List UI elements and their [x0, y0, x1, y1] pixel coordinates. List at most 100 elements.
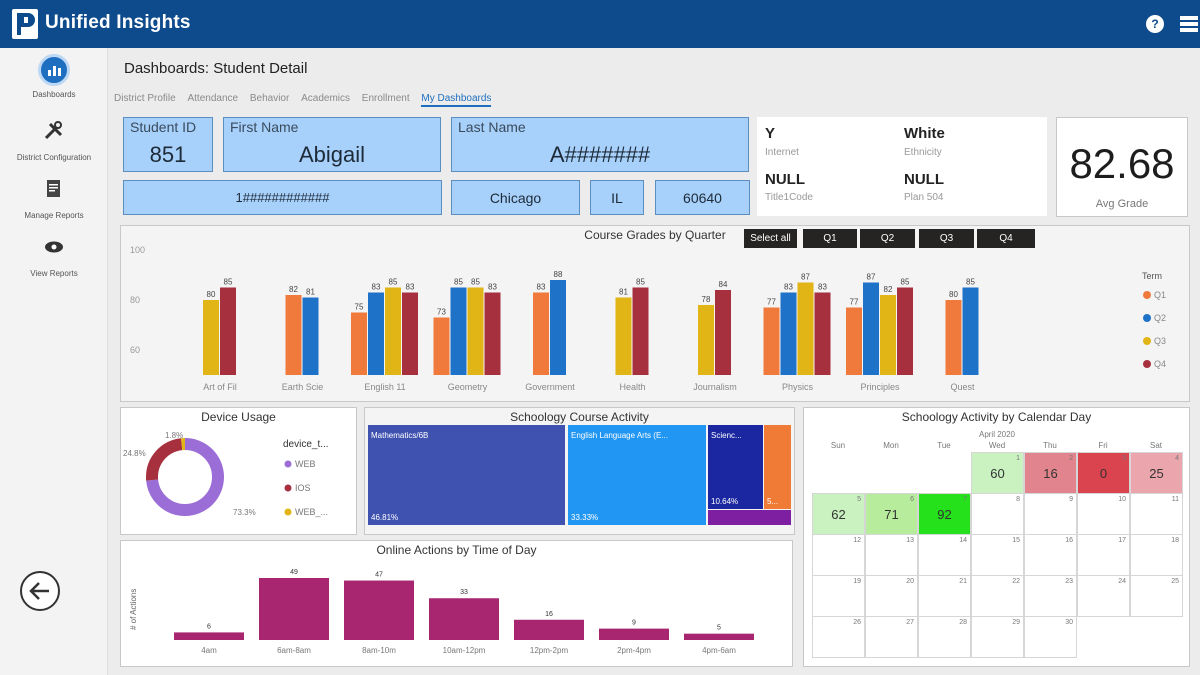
- q3-filter-button[interactable]: Q3: [919, 229, 974, 248]
- avg-grade-label: Avg Grade: [1095, 198, 1149, 210]
- legend-label: Q1: [1154, 290, 1166, 300]
- ethnicity-label: Ethnicity: [904, 147, 942, 158]
- course-tick-label: Geometry: [448, 382, 488, 392]
- action-bar: [514, 619, 584, 640]
- treemap-tile[interactable]: [708, 510, 791, 525]
- tab-attendance[interactable]: Attendance: [187, 93, 239, 104]
- calendar-day-number: 4: [1175, 455, 1179, 462]
- help-icon[interactable]: ?: [1146, 15, 1164, 33]
- select-all-button[interactable]: Select all: [744, 229, 797, 248]
- student-id-value: 851: [149, 142, 187, 167]
- calendar-day-number: 26: [853, 619, 861, 626]
- donut-data-label: 73.3%: [233, 508, 256, 517]
- legend-marker: [1143, 314, 1151, 322]
- donut-slice: [146, 438, 224, 516]
- course-activity-title: Schoology Course Activity: [510, 410, 649, 424]
- sidebar-label: View Reports: [30, 269, 78, 278]
- sidebar-item-manage-reports[interactable]: Manage Reports: [0, 176, 108, 220]
- calendar-day-cell[interactable]: 6 71: [865, 493, 918, 535]
- grade-data-label: 77: [767, 298, 776, 307]
- calendar-day-cell[interactable]: 27: [865, 616, 918, 658]
- course-grades-title: Course Grades by Quarter: [584, 228, 726, 242]
- grade-data-label: 87: [801, 273, 810, 282]
- legend-label: Q4: [1154, 359, 1166, 369]
- sidebar-item-dashboards[interactable]: Dashboards: [0, 54, 108, 99]
- sidebar-item-district-configuration[interactable]: District Configuration: [0, 118, 108, 162]
- address-tile: 1############: [123, 180, 442, 215]
- grade-data-label: 85: [389, 278, 398, 287]
- tab-academics[interactable]: Academics: [301, 93, 351, 104]
- treemap-tile[interactable]: 5...: [764, 425, 791, 509]
- sidebar-item-view-reports[interactable]: View Reports: [0, 234, 108, 278]
- calendar-day-cell[interactable]: 16: [1024, 534, 1077, 576]
- tab-district-profile[interactable]: District Profile: [114, 93, 176, 104]
- menu-icon[interactable]: [1180, 15, 1198, 33]
- calendar-day-cell[interactable]: 29: [971, 616, 1024, 658]
- back-button[interactable]: [20, 571, 60, 611]
- calendar-day-number: 8: [1016, 496, 1020, 503]
- grade-bar: [351, 312, 367, 375]
- calendar-day-cell[interactable]: 30: [1024, 616, 1077, 658]
- course-tick-label: Health: [619, 382, 645, 392]
- q1-filter-button[interactable]: Q1: [803, 229, 857, 248]
- last-name-value: A#######: [549, 142, 651, 167]
- treemap-percent: 33.33%: [571, 513, 599, 522]
- calendar-day-cell[interactable]: 9: [1024, 493, 1077, 535]
- grade-bar: [797, 282, 814, 375]
- time-tick-label: 2pm-4pm: [617, 646, 651, 655]
- grade-data-label: 85: [454, 278, 463, 287]
- calendar-day-number: 13: [906, 537, 914, 544]
- tab-bar: District Profile Attendance Behavior Aca…: [114, 93, 500, 107]
- first-name-tile: First Name Abigail: [223, 117, 441, 172]
- calendar-day-cell[interactable]: 2 16: [1024, 452, 1077, 494]
- calendar-day-cell[interactable]: 18: [1130, 534, 1183, 576]
- treemap-tile[interactable]: Scienc... 10.64%: [708, 425, 763, 509]
- course-tick-label: Journalism: [693, 382, 737, 392]
- calendar-day-cell[interactable]: 13: [865, 534, 918, 576]
- q2-filter-button[interactable]: Q2: [860, 229, 915, 248]
- donut-data-label: 1.8%: [165, 431, 183, 440]
- calendar-day-number: 7: [963, 496, 967, 503]
- action-data-label: 5: [717, 625, 721, 632]
- calendar-day-cell[interactable]: 10: [1077, 493, 1130, 535]
- tab-my-dashboards[interactable]: My Dashboards: [421, 93, 492, 107]
- calendar-day-cell[interactable]: 1 60: [971, 452, 1024, 494]
- grade-bar: [385, 287, 401, 375]
- calendar-day-cell[interactable]: 22: [971, 575, 1024, 617]
- treemap-label: Mathematics/6B: [371, 431, 429, 440]
- calendar-day-cell[interactable]: 28: [918, 616, 971, 658]
- calendar-day-cell[interactable]: 14: [918, 534, 971, 576]
- calendar-day-cell[interactable]: 11: [1130, 493, 1183, 535]
- calendar-day-cell[interactable]: 4 25: [1130, 452, 1183, 494]
- treemap-tile[interactable]: Mathematics/6B 46.81%: [368, 425, 565, 525]
- grade-bar: [203, 300, 219, 375]
- calendar-day-cell[interactable]: 17: [1077, 534, 1130, 576]
- calendar-day-cell[interactable]: 25: [1130, 575, 1183, 617]
- plan504-label: Plan 504: [904, 192, 944, 203]
- treemap-tile[interactable]: English Language Arts (E... 33.33%: [568, 425, 706, 525]
- calendar-day-cell[interactable]: 20: [865, 575, 918, 617]
- calendar-day-cell[interactable]: 8: [971, 493, 1024, 535]
- app-logo-icon[interactable]: [12, 9, 38, 39]
- calendar-day-cell[interactable]: 15: [971, 534, 1024, 576]
- calendar-day-cell[interactable]: 26: [812, 616, 865, 658]
- calendar-day-cell[interactable]: 5 62: [812, 493, 865, 535]
- calendar-day-cell[interactable]: 24: [1077, 575, 1130, 617]
- grade-bar: [433, 317, 450, 375]
- tab-enrollment[interactable]: Enrollment: [361, 93, 410, 104]
- calendar-day-cell[interactable]: 7 92: [918, 493, 971, 535]
- calendar-day-cell[interactable]: 19: [812, 575, 865, 617]
- calendar-day-cell[interactable]: 23: [1024, 575, 1077, 617]
- plan504-value: NULL: [904, 171, 944, 188]
- first-name-value: Abigail: [298, 142, 366, 167]
- y-axis-label: # of Actions: [129, 589, 138, 630]
- calendar-day-cell[interactable]: 12: [812, 534, 865, 576]
- eye-icon: [45, 241, 63, 253]
- avg-grade-card: 82.68 Avg Grade: [1056, 117, 1188, 217]
- q4-filter-button[interactable]: Q4: [977, 229, 1035, 248]
- calendar-day-cell[interactable]: 21: [918, 575, 971, 617]
- grade-data-label: 80: [207, 290, 216, 299]
- tab-behavior[interactable]: Behavior: [249, 93, 290, 104]
- grade-data-label: 81: [306, 288, 315, 297]
